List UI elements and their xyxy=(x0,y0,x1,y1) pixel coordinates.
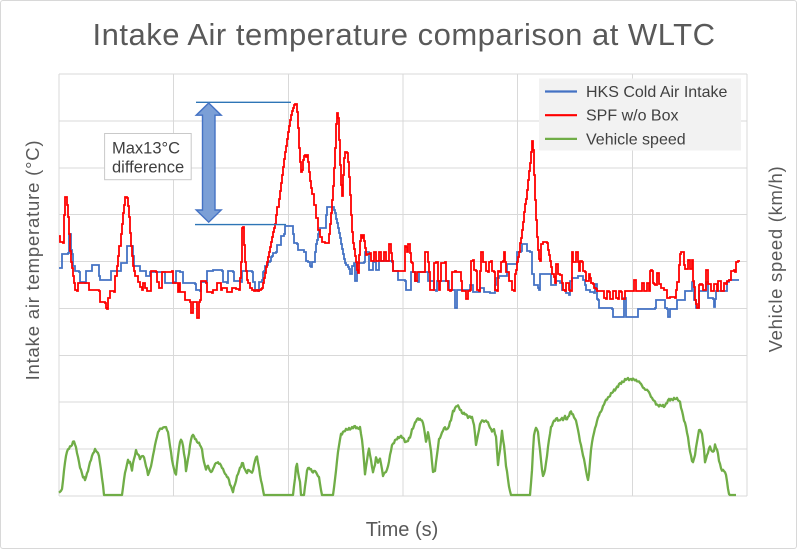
svg-text:HKS Cold Air Intake: HKS Cold Air Intake xyxy=(586,84,728,101)
svg-text:Max13°C: Max13°C xyxy=(112,140,180,158)
svg-text:Vehicle speed: Vehicle speed xyxy=(586,131,686,148)
svg-text:Intake air temperature (°C): Intake air temperature (°C) xyxy=(22,140,43,381)
svg-text:difference: difference xyxy=(112,159,184,177)
svg-text:Time (s): Time (s) xyxy=(366,519,439,541)
svg-text:Vehicle speed (km/h): Vehicle speed (km/h) xyxy=(765,166,786,353)
svg-text:Intake Air temperature compari: Intake Air temperature comparison at WLT… xyxy=(93,17,716,52)
svg-text:SPF w/o Box: SPF w/o Box xyxy=(586,108,678,125)
